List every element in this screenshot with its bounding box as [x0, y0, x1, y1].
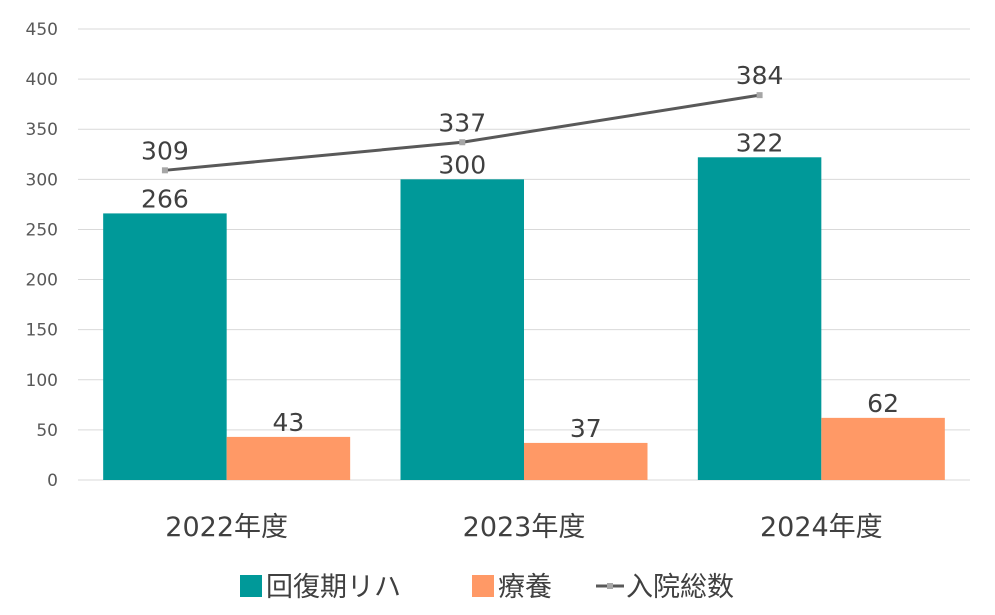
bar-data-label: 37 — [570, 414, 602, 443]
y-tick-label: 300 — [26, 170, 58, 190]
legend-label: 回復期リハ — [266, 572, 401, 603]
bar-data-label: 43 — [273, 408, 305, 437]
y-tick-label: 100 — [26, 371, 58, 391]
legend-swatch — [240, 575, 262, 597]
y-tick-label: 200 — [26, 271, 58, 291]
y-tick-label: 400 — [26, 70, 58, 90]
line-point — [161, 167, 168, 174]
bar-data-label: 266 — [141, 184, 189, 213]
bar-data-label: 62 — [867, 389, 899, 418]
y-tick-label: 450 — [26, 20, 58, 40]
legend-label: 療養 — [498, 572, 552, 603]
y-axis: 0 50 100 150 200 250 300 350 400 450 — [26, 20, 58, 491]
bars — [103, 157, 945, 481]
line-point — [459, 139, 466, 146]
y-tick-label: 50 — [36, 421, 58, 441]
legend-label: 入院総数 — [626, 572, 734, 603]
y-tick-label: 350 — [26, 120, 58, 140]
legend-marker — [607, 583, 613, 589]
y-tick-label: 0 — [47, 471, 58, 491]
y-tick-label: 150 — [26, 321, 58, 341]
line-data-label: 384 — [736, 61, 784, 90]
data-labels: 266 300 322 43 37 62 309 337 384 — [141, 61, 899, 443]
x-tick-label: 2022年度 — [165, 512, 288, 543]
legend-swatch — [472, 575, 494, 597]
line-data-label: 337 — [438, 108, 486, 137]
bar — [524, 442, 648, 480]
y-tick-label: 250 — [26, 220, 58, 240]
line-point — [756, 92, 763, 99]
bar — [226, 436, 351, 480]
line-series — [161, 92, 763, 174]
x-axis: 2022年度 2023年度 2024年度 — [165, 512, 882, 543]
bar — [400, 179, 524, 481]
bar — [697, 157, 822, 481]
bar — [821, 417, 945, 480]
x-tick-label: 2023年度 — [463, 512, 586, 543]
line-data-label: 309 — [141, 136, 189, 165]
bar-data-label: 322 — [736, 128, 784, 157]
legend: 回復期リハ 療養 入院総数 — [240, 572, 734, 603]
x-tick-label: 2024年度 — [760, 512, 883, 543]
bar-data-label: 300 — [438, 150, 486, 179]
bar — [103, 213, 227, 481]
